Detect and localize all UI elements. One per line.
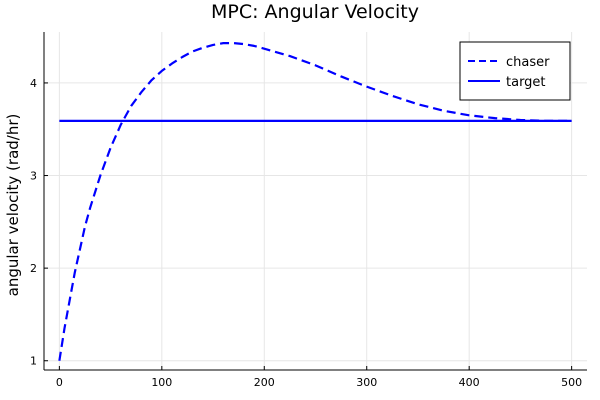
- axes: 0 100 200 300 400 500 1 2 3 4: [30, 32, 587, 389]
- y-axis-label: angular velocity (rad/hr): [4, 114, 22, 297]
- plot-series: [58, 42, 572, 361]
- chart-title: MPC: Angular Velocity: [211, 1, 419, 23]
- series-line-chaser: [58, 42, 572, 361]
- y-tick-label: 2: [30, 262, 37, 275]
- legend: chaser target: [459, 41, 571, 101]
- legend-label-chaser: chaser: [506, 55, 550, 70]
- y-tick-label: 4: [30, 77, 37, 90]
- y-tick-label: 1: [30, 355, 37, 368]
- x-tick-label: 0: [56, 376, 63, 389]
- x-tick-label: 100: [151, 376, 172, 389]
- legend-box: [459, 41, 571, 101]
- x-tick-label: 300: [356, 376, 377, 389]
- y-tick-label: 3: [30, 170, 37, 183]
- x-tick-label: 400: [459, 376, 480, 389]
- x-tick-label: 500: [561, 376, 582, 389]
- legend-label-target: target: [506, 75, 546, 90]
- x-tick-label: 200: [254, 376, 275, 389]
